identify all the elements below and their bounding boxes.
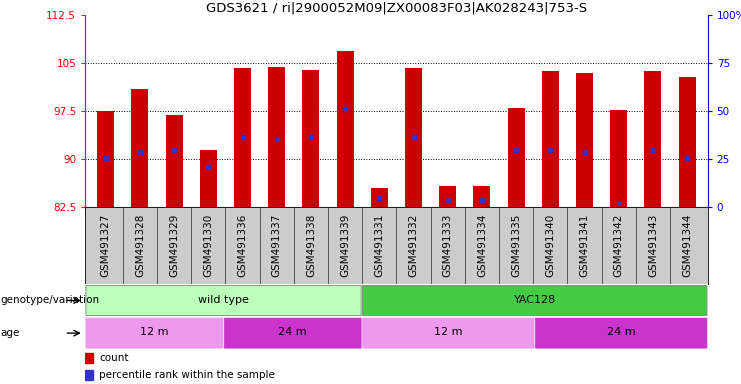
Text: GSM491335: GSM491335	[511, 214, 521, 277]
Bar	[679, 78, 696, 207]
Text: count: count	[99, 353, 129, 363]
Text: GSM491332: GSM491332	[408, 214, 419, 277]
Bar	[234, 68, 251, 207]
Title: GDS3621 / ri|2900052M09|ZX00083F03|AK028243|753-S: GDS3621 / ri|2900052M09|ZX00083F03|AK028…	[206, 1, 587, 14]
Text: GSM491331: GSM491331	[374, 214, 385, 277]
Bar	[302, 70, 319, 207]
Text: GSM491337: GSM491337	[272, 214, 282, 277]
Bar	[610, 110, 628, 207]
Text: GSM491333: GSM491333	[442, 214, 453, 277]
Text: percentile rank within the sample: percentile rank within the sample	[99, 370, 275, 380]
Bar	[473, 186, 491, 207]
Text: GSM491340: GSM491340	[545, 214, 555, 277]
Text: 12 m: 12 m	[140, 328, 169, 338]
Bar	[97, 111, 114, 207]
Text: GSM491341: GSM491341	[579, 214, 590, 277]
Text: genotype/variation: genotype/variation	[1, 295, 100, 306]
Bar	[370, 188, 388, 207]
Text: 24 m: 24 m	[607, 328, 636, 338]
FancyBboxPatch shape	[362, 285, 707, 316]
Text: 24 m: 24 m	[279, 328, 307, 338]
FancyBboxPatch shape	[86, 285, 361, 316]
Bar	[542, 71, 559, 207]
FancyBboxPatch shape	[536, 318, 707, 348]
Bar	[645, 71, 662, 207]
Text: GSM491344: GSM491344	[682, 214, 692, 277]
Bar	[85, 370, 93, 380]
Text: age: age	[1, 328, 20, 338]
Text: GSM491342: GSM491342	[614, 214, 624, 277]
Text: wild type: wild type	[198, 295, 249, 305]
Text: GSM491327: GSM491327	[101, 214, 110, 277]
Bar	[165, 114, 183, 207]
Bar	[131, 89, 148, 207]
Text: YAC128: YAC128	[514, 295, 556, 305]
Text: GSM491330: GSM491330	[203, 214, 213, 277]
Bar	[200, 150, 217, 207]
FancyBboxPatch shape	[86, 318, 223, 348]
Bar	[439, 186, 456, 207]
Text: 12 m: 12 m	[434, 328, 462, 338]
Bar	[405, 68, 422, 207]
Bar	[576, 73, 593, 207]
Bar	[508, 108, 525, 207]
Bar	[336, 51, 353, 207]
Text: GSM491328: GSM491328	[135, 214, 145, 277]
Text: GSM491336: GSM491336	[238, 214, 247, 277]
Bar	[85, 353, 93, 362]
Text: GSM491334: GSM491334	[477, 214, 487, 277]
Text: GSM491329: GSM491329	[169, 214, 179, 277]
Text: GSM491339: GSM491339	[340, 214, 350, 277]
Text: GSM491338: GSM491338	[306, 214, 316, 277]
FancyBboxPatch shape	[225, 318, 361, 348]
Bar	[268, 66, 285, 207]
FancyBboxPatch shape	[362, 318, 534, 348]
Text: GSM491343: GSM491343	[648, 214, 658, 277]
